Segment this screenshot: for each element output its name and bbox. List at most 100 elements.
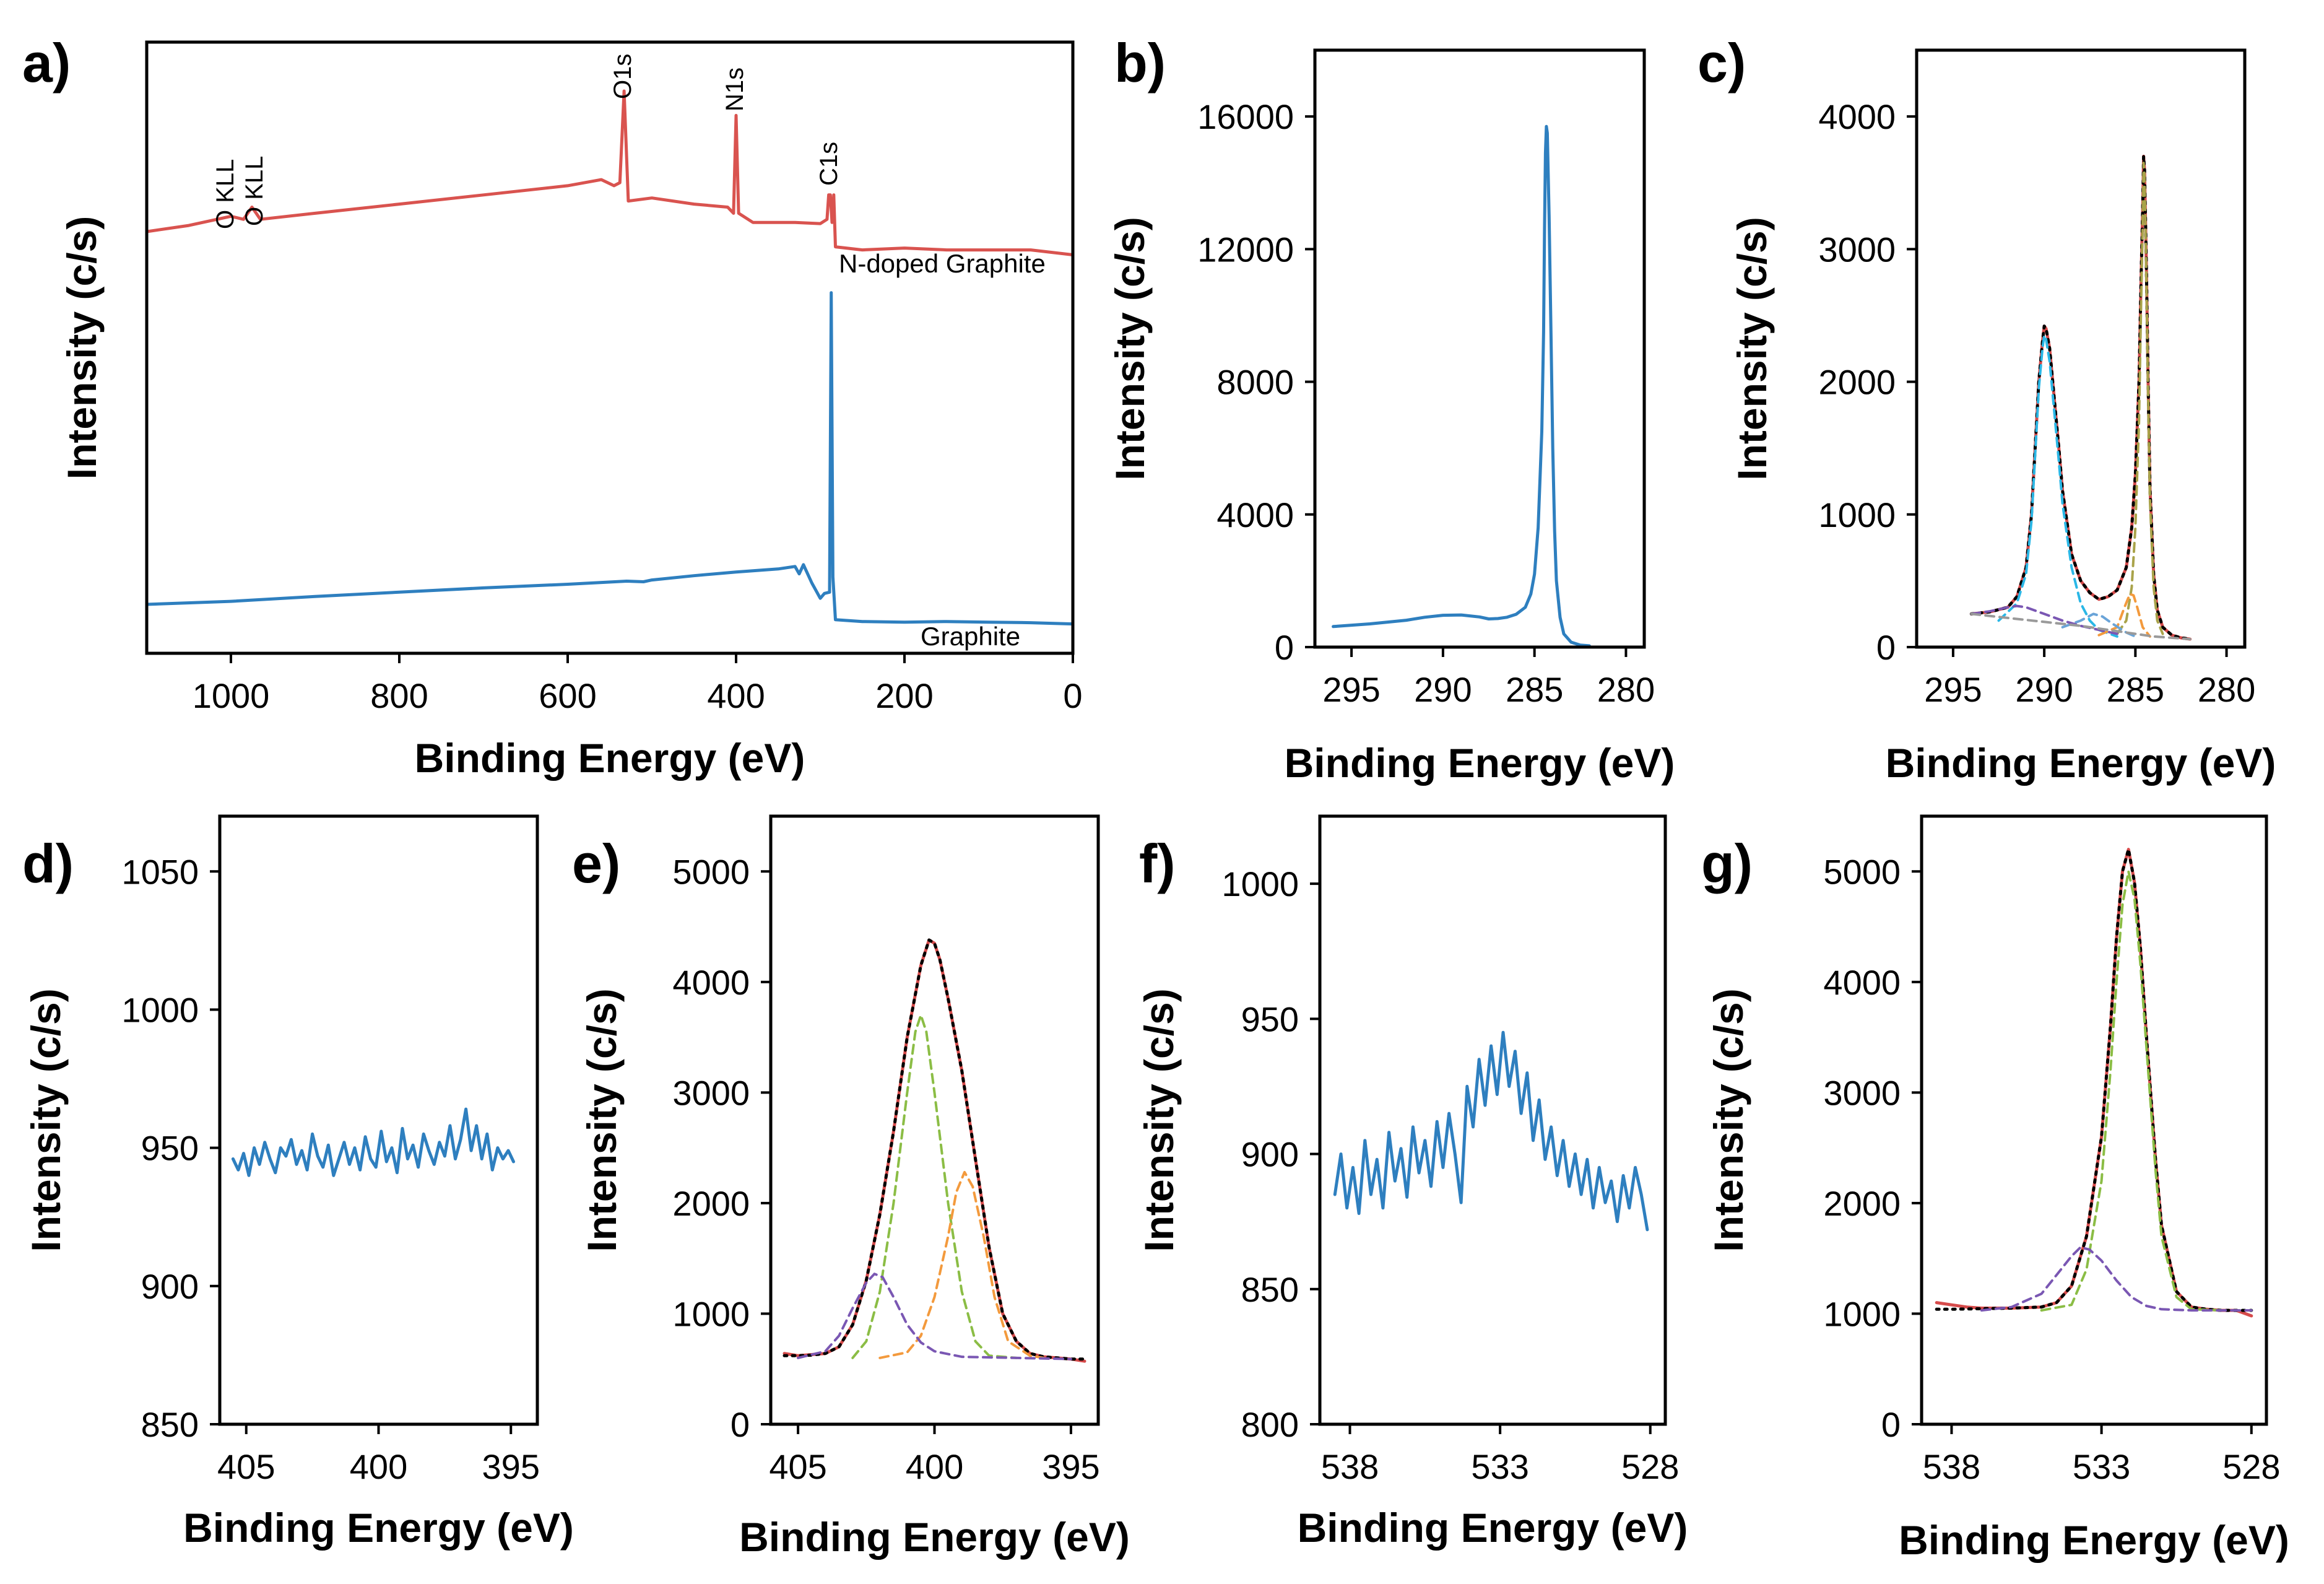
- peak-annotation: O KLL: [241, 156, 268, 226]
- plot-frame: [218, 814, 539, 1426]
- x-tick-label: 295: [1322, 670, 1380, 709]
- plot-frame: [1318, 814, 1667, 1426]
- series-label-ndoped: N-doped Graphite: [839, 249, 1046, 278]
- panel-f: 538 533 528 800 850 900 950 1000 Binding Energy …: [1136, 814, 1688, 1551]
- series-line-fit-400-5-ev: [851, 1014, 1018, 1359]
- panel-label: g): [1701, 833, 1753, 894]
- y-tick-label: 8000: [1216, 363, 1294, 402]
- plot-frame: [769, 814, 1100, 1426]
- x-tick-label: 395: [482, 1447, 540, 1486]
- series-line-measured: [1935, 848, 2253, 1318]
- y-tick-label: 0: [1881, 1405, 1901, 1444]
- x-tick-label: 0: [1063, 676, 1082, 715]
- series-line-fit-533-5-ev: [1980, 1246, 2253, 1312]
- y-tick-label: 2000: [1818, 363, 1896, 402]
- plot-frame: [1920, 814, 2268, 1426]
- y-tick-label: 1000: [1823, 1294, 1901, 1333]
- y-tick-label: 16000: [1197, 97, 1294, 136]
- x-tick-label: 395: [1042, 1447, 1099, 1486]
- y-tick-label: 950: [1241, 999, 1299, 1038]
- x-tick-label: 405: [769, 1447, 826, 1486]
- series-group: [1935, 848, 2253, 1318]
- series-line-n-doped-graphite: [147, 89, 1073, 256]
- x-axis-label: Binding Energy (eV): [1285, 740, 1675, 786]
- x-tick-label: 538: [1321, 1447, 1379, 1486]
- series-line-graphite: [147, 291, 1073, 626]
- y-tick-label: 1000: [1818, 495, 1896, 534]
- series-line-measured: [1969, 154, 2192, 641]
- y-tick-label: 900: [1241, 1135, 1299, 1174]
- y-tick-label: 3000: [1818, 230, 1896, 269]
- series-line-envelope: [1935, 848, 2253, 1312]
- panel-e: 405 400 395 0 1000 2000 3000 4000 5000 Binding En…: [572, 814, 1130, 1560]
- peak-annotation: C1s: [815, 142, 843, 186]
- series-line-fit-291-ev: [1970, 604, 2118, 635]
- y-axis-label: Intensity (c/s): [23, 988, 69, 1251]
- x-tick-label: 400: [350, 1447, 407, 1486]
- x-tick-label: 533: [1471, 1447, 1528, 1486]
- plot-frame: [145, 40, 1075, 655]
- series-line-c1s: [1332, 124, 1591, 647]
- panel-label: c): [1697, 32, 1746, 94]
- plot-frame: [1915, 48, 2247, 649]
- x-tick-label: 285: [1506, 670, 1563, 709]
- series-line-fit-285-ev: [2097, 593, 2151, 638]
- x-axis-label: Binding Energy (eV): [415, 735, 805, 781]
- y-tick-label: 800: [1241, 1405, 1299, 1444]
- x-axis-label: Binding Energy (eV): [1899, 1517, 2289, 1563]
- panel-a: 1000 800 600 400 200 0 Binding Energy (eV) Inte…: [22, 32, 1083, 781]
- y-tick-label: 0: [1275, 628, 1294, 667]
- x-tick-label: 528: [1621, 1447, 1679, 1486]
- x-tick-label: 400: [906, 1447, 963, 1486]
- y-tick-label: 850: [1241, 1270, 1299, 1309]
- panel-label: d): [22, 833, 74, 894]
- series-line-fit-290-ev: [1997, 334, 2118, 638]
- series-group: [783, 938, 1086, 1363]
- x-axis-label: Binding Energy (eV): [183, 1505, 574, 1551]
- y-tick-label: 3000: [1823, 1073, 1901, 1112]
- y-tick-label: 950: [141, 1129, 199, 1168]
- series-line-envelope: [1969, 154, 2192, 641]
- x-tick-label: 280: [2198, 670, 2255, 709]
- y-tick-label: 1050: [121, 852, 199, 891]
- x-tick-label: 200: [875, 676, 933, 715]
- x-axis-label: Binding Energy (eV): [1298, 1505, 1688, 1551]
- x-tick-label: 538: [1923, 1447, 1980, 1486]
- y-tick-label: 5000: [672, 852, 750, 891]
- panel-d: 405 400 395 850 900 950 1000 1050 Binding Energy…: [22, 814, 574, 1551]
- y-tick-label: 5000: [1823, 852, 1901, 891]
- y-tick-label: 2000: [1823, 1184, 1901, 1223]
- y-tick-label: 0: [1876, 628, 1896, 667]
- x-axis-label: Binding Energy (eV): [1886, 740, 2276, 786]
- panel-g: 538 533 528 0 1000 2000 3000 4000 5000 Binding En…: [1701, 814, 2289, 1563]
- panel-label: a): [22, 32, 71, 94]
- x-tick-label: 295: [1924, 670, 1982, 709]
- x-tick-label: 600: [539, 676, 596, 715]
- panel-label: f): [1139, 833, 1176, 894]
- panel-c: 295 290 285 280 0 1000 2000 3000 4000 Binding Ene…: [1697, 32, 2276, 786]
- y-axis-label: Intensity (c/s): [579, 988, 625, 1251]
- series-label-graphite: Graphite: [921, 622, 1020, 651]
- panel-label: e): [572, 833, 620, 894]
- y-tick-label: 4000: [1823, 963, 1901, 1002]
- x-tick-label: 405: [217, 1447, 275, 1486]
- y-axis-label: Intensity (c/s): [1729, 217, 1775, 480]
- x-tick-label: 533: [2073, 1447, 2130, 1486]
- y-axis-label: Intensity (c/s): [1107, 217, 1153, 480]
- series-group: [1333, 1030, 1649, 1232]
- y-tick-label: 0: [731, 1405, 750, 1444]
- plot-frame: [1313, 48, 1646, 649]
- peak-annotation: O1s: [609, 54, 636, 99]
- y-tick-label: 1000: [672, 1294, 750, 1333]
- series-line-fit-284-5-ev: [2115, 162, 2164, 635]
- x-tick-label: 800: [370, 676, 428, 715]
- y-tick-label: 1000: [1221, 864, 1299, 903]
- series-line-fit-398-8-ev: [878, 1170, 1045, 1359]
- series-group: [147, 89, 1073, 626]
- series-line-fit-402-ev: [797, 1273, 1072, 1360]
- y-tick-label: 1000: [121, 990, 199, 1029]
- x-tick-label: 1000: [193, 676, 270, 715]
- series-line-envelope: [783, 938, 1086, 1361]
- y-axis-label: Intensity (c/s): [59, 216, 105, 479]
